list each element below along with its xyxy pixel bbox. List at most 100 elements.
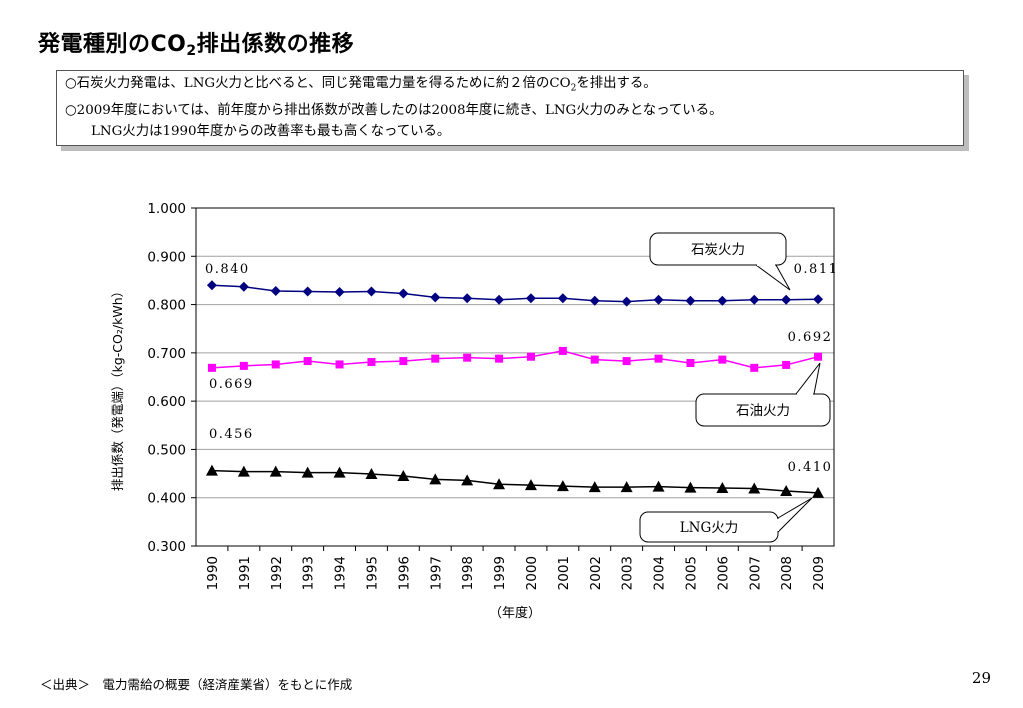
data-point — [748, 482, 761, 494]
callout-2: LNG火力 — [639, 497, 813, 543]
data-point — [303, 357, 312, 366]
x-tick-label: 1990 — [205, 556, 221, 590]
x-tick-label: 1998 — [460, 556, 476, 590]
series-line — [211, 350, 819, 369]
data-point — [238, 281, 249, 292]
x-tick-label: 1999 — [492, 556, 508, 590]
callout-box — [649, 232, 787, 266]
callout-pointer — [777, 497, 813, 534]
data-point — [652, 480, 665, 492]
y-axis: 0.300 0.400 0.500 0.600 0.700 0.800 0.900 1.000 — [147, 201, 196, 555]
gridlines — [196, 255, 834, 499]
data-point — [333, 466, 346, 478]
x-tick-label: 2007 — [747, 556, 763, 590]
callout-label: LNG火力 — [680, 520, 739, 536]
data-point — [558, 346, 567, 355]
data-point — [620, 481, 633, 493]
data-point — [399, 357, 408, 366]
source-note: ＜出典＞ 電力需給の概要（経済産業省）をもとに作成 — [40, 677, 353, 692]
data-point — [301, 466, 314, 478]
x-axis-label: （年度） — [489, 605, 541, 621]
data-point — [493, 478, 506, 490]
data-point — [782, 360, 791, 369]
data-point — [365, 468, 378, 480]
data-point — [556, 480, 569, 492]
note-line-3: LNG火力は1990年度からの改善率も最も高くなっている。 — [91, 123, 451, 139]
data-point — [716, 482, 729, 494]
data-point — [717, 295, 728, 306]
callout-pointer — [794, 362, 821, 395]
data-point — [205, 464, 218, 476]
data-point — [685, 295, 696, 306]
data-point — [622, 357, 631, 366]
end-value-label: 0.811 — [794, 262, 839, 277]
note-line-2: ○2009年度においては、前年度から排出係数が改善したのは2008年度に続き、L… — [65, 102, 723, 118]
data-point — [524, 479, 537, 491]
callout-label: 石油火力 — [736, 403, 790, 419]
x-tick-label: 2009 — [811, 556, 827, 590]
data-point — [239, 361, 248, 370]
series-line — [211, 469, 819, 494]
data-point — [781, 294, 792, 305]
data-point — [269, 465, 282, 477]
data-point — [813, 294, 824, 305]
page-number: 29 — [971, 669, 991, 687]
data-point — [335, 360, 344, 369]
data-point — [207, 363, 216, 372]
data-point — [749, 294, 760, 305]
x-tick-label: 1996 — [396, 556, 412, 590]
x-tick-label: 2005 — [683, 556, 699, 590]
data-point — [429, 473, 442, 485]
data-point — [653, 294, 664, 305]
x-tick-label: 2000 — [524, 556, 540, 590]
y-tick-label: 0.500 — [147, 442, 186, 458]
callout-label: 石炭火力 — [691, 242, 745, 258]
data-point — [495, 354, 504, 363]
start-value-label: 0.840 — [205, 262, 250, 277]
x-tick-label: 1992 — [269, 556, 285, 590]
data-point — [684, 481, 697, 493]
data-point — [814, 352, 823, 361]
data-point — [462, 293, 473, 304]
data-point — [654, 354, 663, 363]
data-point — [461, 474, 474, 486]
callout-0: 石炭火力 — [649, 232, 791, 291]
data-point — [525, 293, 536, 304]
data-point — [557, 293, 568, 304]
data-labels: 0.840 0.811 0.669 0.692 0.456 0.410 — [205, 262, 839, 475]
data-point — [430, 292, 441, 303]
data-point — [270, 286, 281, 297]
data-point — [494, 294, 505, 305]
data-point — [589, 295, 600, 306]
series-layer — [205, 280, 825, 498]
data-point — [621, 296, 632, 307]
data-point — [590, 355, 599, 364]
series-2 — [205, 464, 825, 498]
y-tick-label: 0.700 — [147, 346, 186, 362]
series-line — [211, 284, 819, 303]
data-point — [526, 352, 535, 361]
data-point — [588, 481, 601, 493]
summary-note-box: ○石炭火力発電は、LNG火力と比べると、同じ発電電力量を得るために約２倍のCO2… — [56, 70, 964, 146]
x-tick-label: 2008 — [779, 556, 795, 590]
x-tick-label: 1997 — [428, 556, 444, 590]
y-tick-label: 0.800 — [147, 298, 186, 314]
x-tick-label: 1994 — [333, 556, 349, 590]
data-point — [718, 355, 727, 364]
data-point — [780, 484, 793, 496]
data-point — [206, 280, 217, 291]
data-point — [302, 286, 313, 297]
data-point — [398, 288, 409, 299]
callout-1: 石油火力 — [695, 362, 831, 427]
data-point — [366, 286, 377, 297]
x-tick-label: 2004 — [652, 556, 668, 590]
data-point — [750, 363, 759, 372]
end-value-label: 0.692 — [788, 330, 833, 345]
x-tick-label: 2006 — [715, 556, 731, 590]
page-title: 発電種別のCO2排出係数の推移 — [38, 32, 355, 59]
y-tick-label: 0.900 — [147, 249, 186, 265]
note-line-1: ○石炭火力発電は、LNG火力と比べると、同じ発電電力量を得るために約２倍のCO2… — [65, 76, 657, 94]
x-tick-label: 1991 — [237, 556, 253, 590]
